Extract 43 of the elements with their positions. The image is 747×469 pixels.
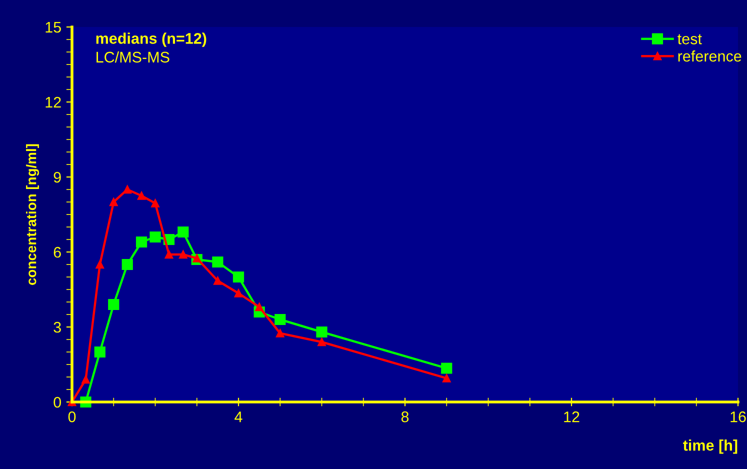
point xyxy=(212,256,224,268)
point xyxy=(82,375,90,384)
point xyxy=(151,199,160,208)
legend-label: test xyxy=(678,34,702,44)
point xyxy=(96,260,104,269)
point xyxy=(316,326,328,338)
annotation: LC/MS-MS xyxy=(96,51,170,63)
legend-label: reference xyxy=(678,50,742,62)
y-axis-title: concentration [ng/ml] xyxy=(26,144,40,285)
point xyxy=(108,298,120,310)
point xyxy=(255,302,264,312)
y-tick-label: 3 xyxy=(54,322,61,333)
point xyxy=(136,236,148,248)
y-tick-label: 12 xyxy=(46,96,61,108)
point xyxy=(232,271,244,283)
x-axis-title: time [h] xyxy=(683,440,738,454)
y-tick-label: 0 xyxy=(54,396,61,408)
point xyxy=(276,329,284,338)
point xyxy=(192,254,202,262)
x-tick-label: 8 xyxy=(401,411,409,422)
y-tick-label: 15 xyxy=(46,22,61,33)
y-tick-label: 9 xyxy=(54,172,61,183)
x-tick-label: 0 xyxy=(68,411,76,422)
point xyxy=(234,289,243,298)
point xyxy=(214,276,222,285)
point xyxy=(109,198,118,206)
point xyxy=(441,362,452,374)
point xyxy=(178,226,189,238)
point xyxy=(94,346,106,358)
point xyxy=(164,250,174,259)
point xyxy=(178,250,188,259)
point xyxy=(122,258,133,270)
point xyxy=(442,374,451,382)
point xyxy=(274,314,286,326)
x-tick-label: 12 xyxy=(564,411,580,422)
point xyxy=(318,338,326,346)
annotation: medians (n=12) xyxy=(96,32,206,47)
x-tick-label: 16 xyxy=(730,411,746,422)
point xyxy=(137,192,146,200)
y-tick-label: 6 xyxy=(54,246,61,258)
point xyxy=(123,185,132,194)
x-tick-label: 4 xyxy=(234,412,242,422)
point xyxy=(150,231,161,243)
